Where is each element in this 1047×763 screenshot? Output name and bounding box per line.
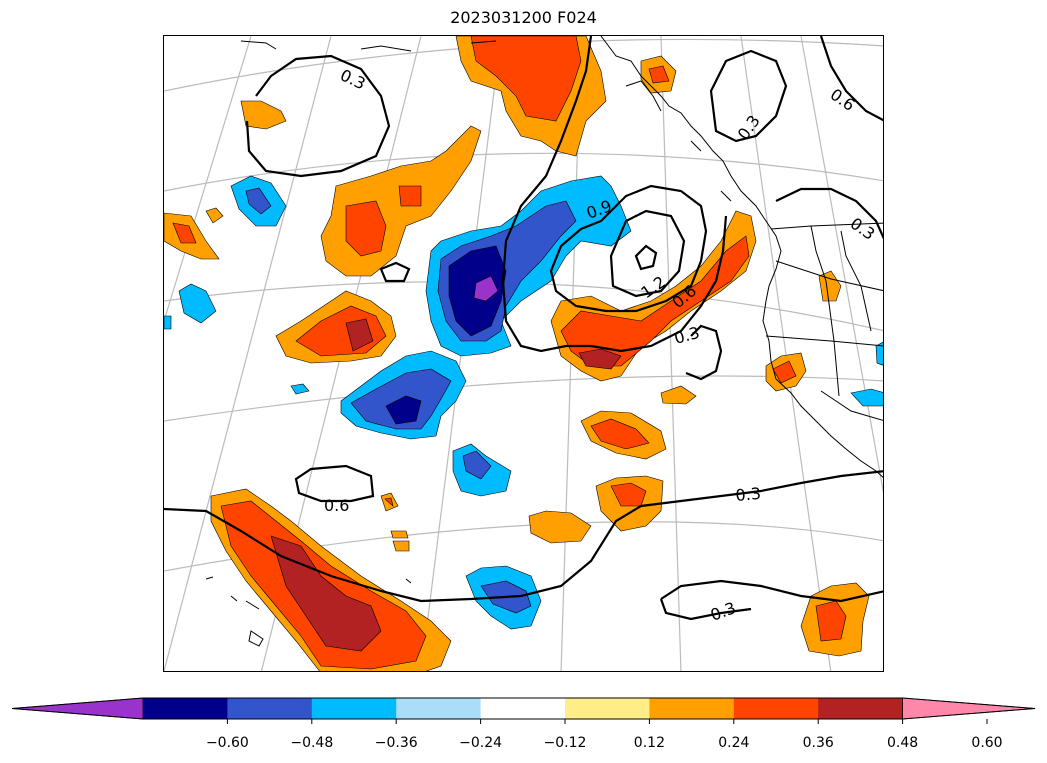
contour-nw-ring bbox=[245, 54, 391, 178]
contour-label: 0.3 bbox=[337, 65, 368, 93]
colorbar-segment bbox=[565, 698, 650, 719]
contour-label: 0.3 bbox=[708, 598, 738, 625]
contour-label: 0.3 bbox=[734, 112, 764, 144]
colorbar-extend-high bbox=[902, 697, 1036, 720]
contour-se-ring bbox=[659, 579, 883, 621]
colorbar-extend-low bbox=[11, 697, 144, 720]
colorbar-tick-label: 0.48 bbox=[887, 735, 919, 751]
contour-east-right bbox=[775, 187, 883, 240]
region-small-dot bbox=[205, 207, 224, 224]
region-left-upper-core2 bbox=[398, 185, 422, 207]
colorbar-tick-label: −0.48 bbox=[290, 735, 334, 751]
contour-label: 0.6 bbox=[827, 85, 859, 115]
colorbar-segment bbox=[818, 698, 904, 719]
region-mountain-core bbox=[648, 65, 670, 84]
region-southeast-core bbox=[815, 600, 847, 642]
colorbar-outline bbox=[11, 697, 1036, 720]
colorbar-tick-label: 0.36 bbox=[802, 735, 834, 751]
region-east-blob bbox=[818, 270, 842, 302]
map-title: 2023031200 F024 bbox=[450, 8, 597, 27]
region-southwest-dark bbox=[270, 535, 382, 652]
contour-ne-ring bbox=[709, 49, 788, 143]
colorbar-tick-label: 0.60 bbox=[971, 735, 1003, 751]
contour-low-inner bbox=[549, 184, 708, 313]
region-small-red-core bbox=[384, 497, 394, 507]
contour-label: 0.3 bbox=[735, 484, 762, 505]
colorbar-tick-label: −0.24 bbox=[459, 735, 503, 751]
region-blue-left bbox=[178, 283, 217, 324]
colorbar bbox=[11, 697, 1036, 724]
colorbar-segment bbox=[396, 698, 482, 719]
region-far-left-core bbox=[172, 222, 197, 244]
positive-regions bbox=[164, 36, 870, 671]
contour-ne-right bbox=[819, 36, 883, 122]
map-panel: 0.3 0.6 0.3 0.3 0.9 1.2 0.6 0.3 0.6 0.3 … bbox=[163, 35, 884, 672]
region-top-center-core bbox=[470, 36, 582, 122]
colorbar-tick-label: 0.24 bbox=[718, 735, 750, 751]
region-mid-east-core bbox=[590, 418, 650, 450]
contour-south-03 bbox=[164, 470, 883, 603]
region-blue-coast bbox=[850, 388, 883, 407]
negative-regions bbox=[164, 175, 883, 630]
region-left-mid-dark bbox=[345, 318, 374, 352]
colorbar-tick-label: −0.12 bbox=[543, 735, 587, 751]
contour-label: 0.6 bbox=[324, 496, 349, 515]
region-mid-small bbox=[660, 385, 697, 405]
region-mid-lower-2 bbox=[528, 510, 592, 544]
colorbar-segment bbox=[227, 698, 313, 719]
region-mid-lower-core bbox=[610, 482, 647, 507]
contour-low-center bbox=[609, 209, 686, 298]
region-main-low-core bbox=[473, 275, 499, 302]
colorbar-segment bbox=[311, 698, 397, 719]
contour-low-core bbox=[634, 244, 658, 271]
colorbar-tick-label: −0.36 bbox=[374, 735, 418, 751]
region-coast-blob-core bbox=[772, 360, 797, 384]
colorbar-segment bbox=[733, 698, 819, 719]
region-tiny-1 bbox=[390, 530, 409, 539]
contour-small-ring bbox=[379, 261, 411, 283]
region-blue-coast-2 bbox=[875, 341, 883, 366]
colorbar-tick-label: 0.12 bbox=[633, 735, 665, 751]
region-left-upper-core bbox=[345, 200, 387, 257]
map-canvas: 0.3 0.6 0.3 0.3 0.9 1.2 0.6 0.3 0.6 0.3 … bbox=[164, 36, 883, 671]
contour-lines bbox=[164, 36, 883, 621]
region-central-band-dark bbox=[578, 348, 622, 370]
contour-low-outer bbox=[501, 36, 728, 353]
colorbar-segment bbox=[143, 698, 228, 719]
contour-sw-06 bbox=[294, 464, 375, 503]
region-tiny-2 bbox=[392, 540, 410, 552]
colorbar-segment bbox=[649, 698, 735, 719]
colorbar-segment bbox=[480, 698, 566, 719]
region-blue-left-2 bbox=[164, 315, 172, 330]
contour-east-03 bbox=[685, 324, 723, 381]
region-blue-upper-left-core bbox=[245, 187, 272, 215]
contour-label: 0.3 bbox=[672, 323, 702, 348]
region-blue-mid-core bbox=[462, 450, 492, 480]
region-small-ul bbox=[240, 100, 287, 130]
region-blue-band-dark bbox=[385, 395, 422, 425]
coastlines bbox=[205, 36, 883, 647]
region-blue-small bbox=[290, 383, 310, 395]
colorbar-tick-label: −0.60 bbox=[205, 735, 249, 751]
